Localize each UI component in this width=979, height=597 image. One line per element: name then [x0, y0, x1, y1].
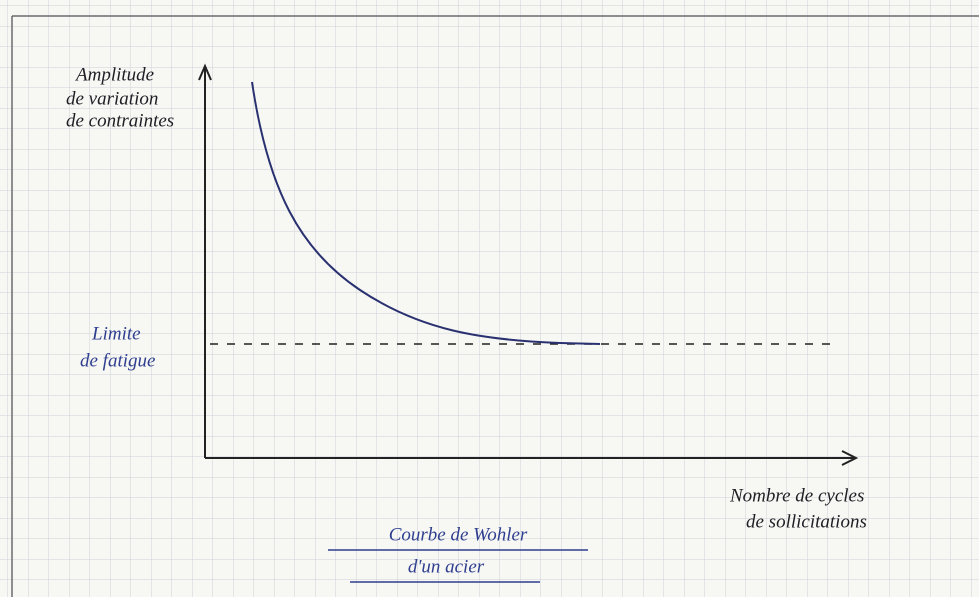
x-axis-label: Nombre de cycles	[729, 485, 864, 506]
title: Courbe de Wohler	[389, 524, 528, 545]
y-axis-label: de contraintes	[66, 110, 174, 131]
x-axis-label: de sollicitations	[746, 511, 867, 532]
y-axis-label: Amplitude	[74, 64, 154, 85]
y-axis-label: de variation	[66, 88, 158, 109]
title: d'un acier	[408, 556, 485, 577]
fatigue-limit-label: de fatigue	[80, 350, 155, 371]
diagram: Amplitude de variation de contraintes Li…	[0, 0, 979, 597]
fatigue-limit-label: Limite	[91, 323, 141, 344]
